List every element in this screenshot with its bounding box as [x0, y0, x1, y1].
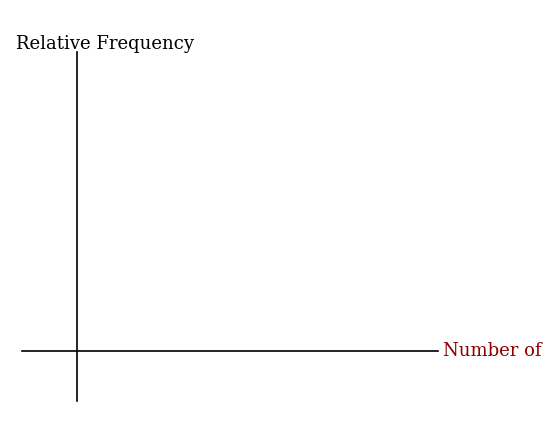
- Text: Relative Frequency: Relative Frequency: [16, 35, 194, 53]
- Text: Number of Matches: Number of Matches: [443, 342, 547, 360]
